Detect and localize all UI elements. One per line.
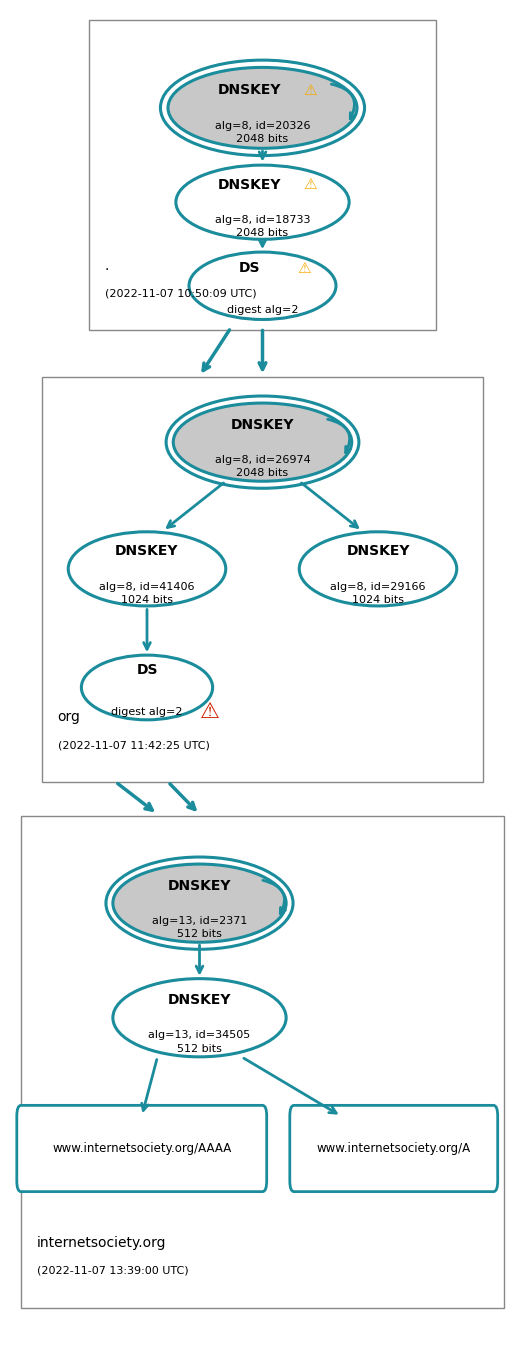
Text: alg=8, id=20326
2048 bits: alg=8, id=20326 2048 bits: [215, 120, 310, 144]
Text: internetsociety.org: internetsociety.org: [37, 1236, 166, 1250]
Bar: [42, 377, 483, 782]
Text: DNSKEY: DNSKEY: [218, 178, 281, 191]
Text: digest alg=2: digest alg=2: [111, 706, 183, 717]
Text: ⚠: ⚠: [200, 702, 220, 721]
Text: DNSKEY: DNSKEY: [168, 879, 231, 892]
Ellipse shape: [299, 532, 457, 607]
Text: alg=8, id=26974
2048 bits: alg=8, id=26974 2048 bits: [215, 454, 310, 479]
Ellipse shape: [81, 655, 213, 720]
FancyBboxPatch shape: [290, 1105, 498, 1192]
Text: ⚠: ⚠: [303, 177, 317, 193]
Text: DS: DS: [136, 663, 158, 677]
Text: DNSKEY: DNSKEY: [218, 84, 281, 97]
Text: DS: DS: [239, 262, 260, 275]
Ellipse shape: [113, 864, 286, 942]
Text: (2022-11-07 13:39:00 UTC): (2022-11-07 13:39:00 UTC): [37, 1266, 188, 1275]
Text: alg=8, id=29166
1024 bits: alg=8, id=29166 1024 bits: [330, 581, 426, 605]
Text: DNSKEY: DNSKEY: [231, 418, 294, 431]
Ellipse shape: [189, 252, 336, 319]
Text: .: .: [105, 259, 109, 272]
Text: (2022-11-07 10:50:09 UTC): (2022-11-07 10:50:09 UTC): [105, 288, 257, 298]
Ellipse shape: [113, 979, 286, 1057]
FancyBboxPatch shape: [17, 1105, 267, 1192]
Bar: [21, 816, 504, 1308]
Text: (2022-11-07 11:42:25 UTC): (2022-11-07 11:42:25 UTC): [58, 740, 209, 749]
Text: alg=8, id=41406
1024 bits: alg=8, id=41406 1024 bits: [99, 581, 195, 605]
Bar: [89, 20, 436, 330]
Ellipse shape: [176, 166, 349, 240]
Text: www.internetsociety.org/AAAA: www.internetsociety.org/AAAA: [52, 1142, 232, 1155]
Text: DNSKEY: DNSKEY: [116, 545, 178, 558]
Ellipse shape: [168, 67, 357, 148]
Text: ⚠: ⚠: [303, 82, 317, 98]
Text: ⚠: ⚠: [298, 260, 311, 276]
Text: www.internetsociety.org/A: www.internetsociety.org/A: [317, 1142, 471, 1155]
Text: DNSKEY: DNSKEY: [168, 993, 231, 1007]
Text: alg=8, id=18733
2048 bits: alg=8, id=18733 2048 bits: [215, 214, 310, 239]
Ellipse shape: [68, 532, 226, 607]
Text: org: org: [58, 710, 81, 724]
Text: DNSKEY: DNSKEY: [346, 545, 410, 558]
Text: alg=13, id=34505
512 bits: alg=13, id=34505 512 bits: [149, 1030, 250, 1054]
Ellipse shape: [173, 403, 352, 481]
Text: digest alg=2: digest alg=2: [227, 305, 298, 315]
Text: alg=13, id=2371
512 bits: alg=13, id=2371 512 bits: [152, 915, 247, 940]
